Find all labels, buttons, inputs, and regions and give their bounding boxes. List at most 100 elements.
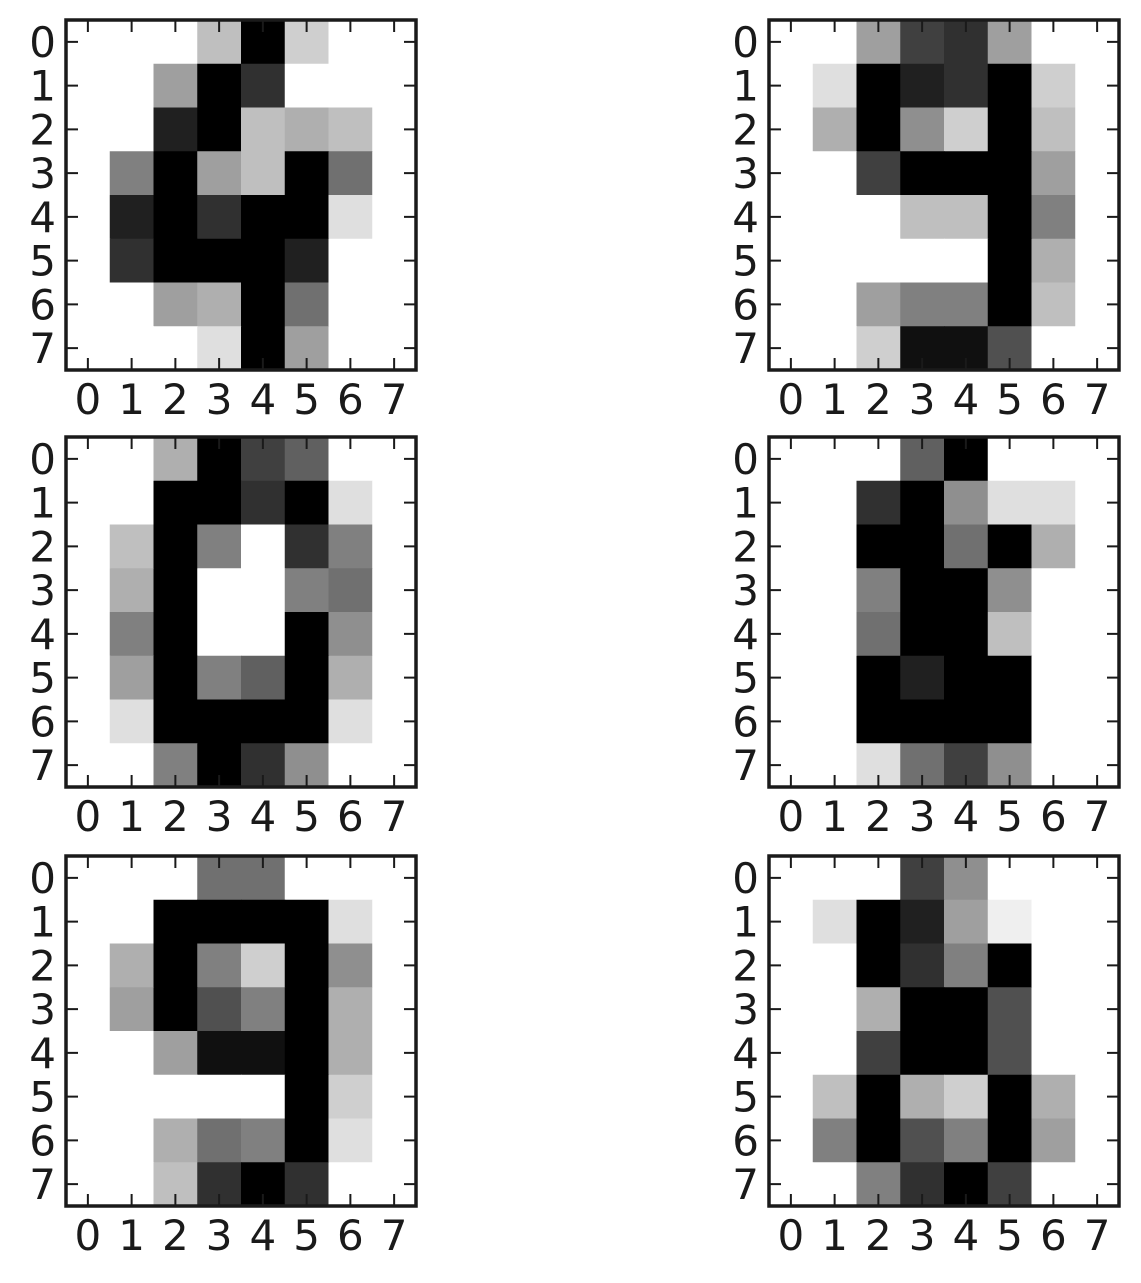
pixel-cell xyxy=(241,899,286,945)
x-tick-label: 4 xyxy=(250,792,277,841)
pixel-cell xyxy=(241,282,286,327)
pixel-cell xyxy=(197,151,242,196)
pixel-cell xyxy=(241,524,286,569)
pixel-cell xyxy=(109,1118,155,1163)
x-tick-label: 4 xyxy=(250,1211,277,1260)
y-tick-label: 2 xyxy=(29,105,56,154)
pixel-cell xyxy=(109,282,155,327)
pixel-cell xyxy=(328,480,373,526)
pixel-cell xyxy=(284,699,330,744)
pixel-cell xyxy=(284,480,330,526)
pixel-cell xyxy=(109,63,155,109)
y-tick-label: 2 xyxy=(732,105,759,154)
y-tick-label: 0 xyxy=(29,18,56,67)
pixel-cell xyxy=(153,282,198,327)
pixel-cell xyxy=(197,107,242,152)
y-tick-label: 3 xyxy=(732,149,759,198)
pixel-cell xyxy=(900,63,945,109)
pixel-cell xyxy=(197,699,242,744)
pixel-cell xyxy=(900,524,945,569)
pixel-cell xyxy=(944,612,989,657)
pixel-cell xyxy=(900,987,945,1032)
pixel-cell xyxy=(109,987,155,1032)
pixel-cell xyxy=(987,943,1033,988)
pixel-cell xyxy=(812,699,858,744)
pixel-cell xyxy=(856,987,901,1032)
y-tick-label: 4 xyxy=(732,193,759,242)
pixel-cell xyxy=(241,195,286,240)
axes-frame xyxy=(64,18,418,372)
x-tick-label: 7 xyxy=(381,1211,408,1260)
pixel-cell xyxy=(900,195,945,240)
pixel-cell xyxy=(328,943,373,988)
y-tick-label: 7 xyxy=(732,741,759,790)
y-tick-label: 0 xyxy=(29,854,56,903)
x-tick-label: 6 xyxy=(1040,1211,1067,1260)
x-tick-label: 5 xyxy=(293,1211,320,1260)
pixel-cell xyxy=(944,524,989,569)
pixel-cell xyxy=(153,612,198,657)
y-tick-label: 7 xyxy=(732,1160,759,1209)
pixel-cell xyxy=(109,1031,155,1076)
pixel-cell xyxy=(153,943,198,988)
y-tick-label: 6 xyxy=(732,697,759,746)
pixel-cell xyxy=(900,943,945,988)
pixel-cell xyxy=(284,107,330,152)
pixel-cell xyxy=(109,238,155,284)
y-tick-label: 4 xyxy=(29,610,56,659)
pixel-cell xyxy=(944,943,989,988)
pixel-cell xyxy=(812,238,858,284)
pixel-cell xyxy=(328,524,373,569)
pixel-cell xyxy=(153,568,198,613)
pixel-cell xyxy=(812,107,858,152)
x-tick-label: 3 xyxy=(909,375,936,424)
x-tick-label: 5 xyxy=(996,375,1023,424)
pixel-cell xyxy=(153,1118,198,1163)
pixel-cell xyxy=(987,655,1033,701)
pixel-cell xyxy=(1031,107,1076,152)
pixel-cell xyxy=(900,568,945,613)
pixel-cell xyxy=(241,480,286,526)
axes-frame xyxy=(767,18,1121,372)
pixel-cell xyxy=(856,899,901,945)
x-tick-label: 6 xyxy=(337,375,364,424)
pixel-cell xyxy=(197,282,242,327)
pixel-cell xyxy=(328,699,373,744)
pixel-cell xyxy=(944,568,989,613)
pixel-cell xyxy=(944,195,989,240)
pixel-cell xyxy=(812,899,858,945)
pixel-cell xyxy=(812,151,858,196)
pixel-cell xyxy=(900,1074,945,1120)
y-tick-label: 5 xyxy=(732,1073,759,1122)
pixel-cell xyxy=(1031,568,1076,613)
x-tick-label: 5 xyxy=(996,792,1023,841)
pixel-cell xyxy=(197,1074,242,1120)
pixel-cell xyxy=(153,1031,198,1076)
y-tick-label: 6 xyxy=(29,280,56,329)
pixel-cell xyxy=(1031,195,1076,240)
pixel-cell xyxy=(284,1074,330,1120)
pixel-cell xyxy=(241,151,286,196)
pixel-cell xyxy=(153,151,198,196)
y-tick-label: 1 xyxy=(732,898,759,947)
pixel-cell xyxy=(812,1031,858,1076)
pixel-cell xyxy=(197,195,242,240)
pixel-cell xyxy=(153,1074,198,1120)
pixel-cell xyxy=(197,899,242,945)
pixel-cell xyxy=(328,1118,373,1163)
pixel-cell xyxy=(856,1031,901,1076)
pixel-cell xyxy=(197,1118,242,1163)
pixel-cell xyxy=(153,987,198,1032)
pixel-cell xyxy=(153,655,198,701)
pixel-cell xyxy=(109,151,155,196)
pixel-cell xyxy=(856,107,901,152)
pixel-cell xyxy=(812,524,858,569)
pixel-cell xyxy=(109,1074,155,1120)
pixel-cell xyxy=(284,195,330,240)
pixel-cell xyxy=(900,1118,945,1163)
y-tick-label: 2 xyxy=(29,941,56,990)
y-tick-label: 4 xyxy=(732,1029,759,1078)
pixel-cell xyxy=(328,1031,373,1076)
